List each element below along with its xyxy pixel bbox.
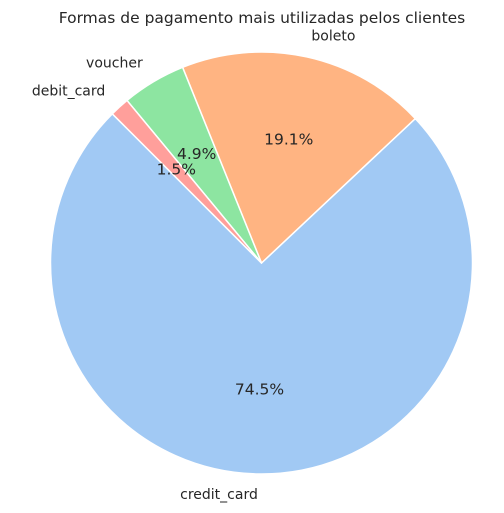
pie-slice-debit-card	[111, 99, 263, 264]
pct-label-credit-card: 74.5%	[235, 381, 284, 399]
pct-label-debit-card: 1.5%	[157, 160, 196, 178]
chart-title: Formas de pagamento mais utilizadas pelo…	[59, 9, 466, 27]
slice-label-voucher: voucher	[86, 56, 143, 72]
slice-label-credit-card: credit_card	[180, 487, 258, 503]
pie-slices	[49, 51, 474, 475]
slice-label-debit-card: debit_card	[32, 83, 105, 99]
pie-labels: 74.5% credit_card 19.1% boleto 4.9% voucher 1.…	[32, 28, 356, 503]
pct-label-voucher: 4.9%	[177, 145, 216, 163]
slice-label-boleto: boleto	[311, 28, 355, 44]
pie-slice-credit-card	[49, 113, 474, 475]
pct-label-boleto: 19.1%	[264, 130, 313, 148]
